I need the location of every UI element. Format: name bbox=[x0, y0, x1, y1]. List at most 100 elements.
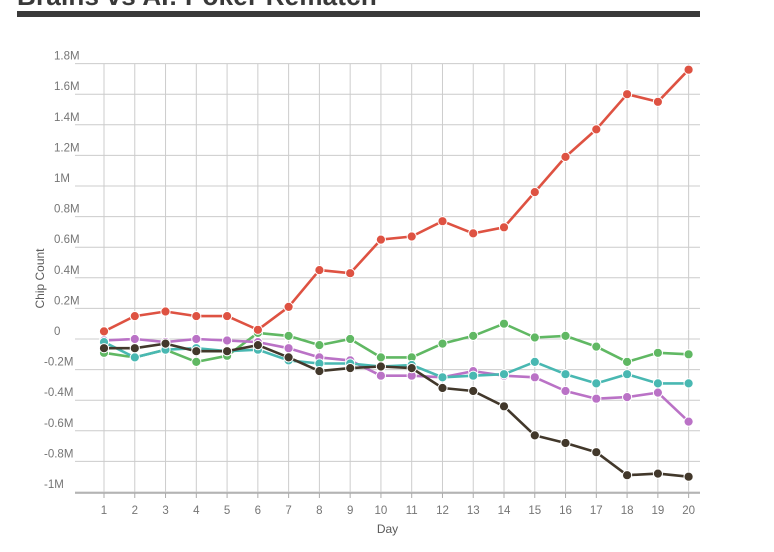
data-point-red-day15 bbox=[529, 187, 540, 198]
data-point-green-day19 bbox=[652, 347, 664, 358]
data-point-purple-day16 bbox=[560, 385, 571, 397]
y-tick-label: 0 bbox=[54, 326, 60, 338]
series-green bbox=[98, 318, 694, 367]
data-point-dark-brown-day20 bbox=[683, 471, 694, 482]
data-point-green-day20 bbox=[683, 349, 694, 360]
y-tick-label: 0.2M bbox=[54, 295, 80, 307]
data-point-green-day18 bbox=[622, 356, 633, 367]
data-point-red-day17 bbox=[591, 124, 602, 135]
y-tick-label: -0.6M bbox=[44, 418, 73, 430]
data-point-red-day9 bbox=[345, 268, 356, 279]
data-point-green-day8 bbox=[314, 340, 325, 351]
data-point-dark-brown-day1 bbox=[98, 343, 110, 354]
x-tick-label: 18 bbox=[621, 505, 634, 517]
data-point-green-day12 bbox=[437, 338, 448, 349]
data-point-teal-day15 bbox=[529, 356, 540, 367]
data-point-dark-brown-day14 bbox=[498, 401, 510, 412]
y-tick-label: -1M bbox=[44, 479, 64, 491]
data-point-teal-day19 bbox=[652, 378, 664, 389]
data-point-dark-brown-day3 bbox=[160, 338, 171, 349]
data-point-green-day9 bbox=[345, 333, 356, 345]
data-point-red-day8 bbox=[314, 265, 325, 276]
series-line-green bbox=[102, 322, 690, 364]
data-point-purple-day5 bbox=[222, 335, 233, 346]
series-line-red bbox=[102, 68, 690, 333]
series-red bbox=[98, 64, 694, 337]
data-point-dark-brown-day6 bbox=[252, 340, 263, 351]
data-point-red-day11 bbox=[406, 231, 417, 242]
data-point-dark-brown-day15 bbox=[529, 430, 540, 441]
title-clip: Brains vs AI: Poker Rematch bbox=[17, 0, 707, 9]
data-point-red-day16 bbox=[560, 151, 571, 162]
x-tick-label: 4 bbox=[193, 505, 200, 517]
data-point-red-day19 bbox=[652, 96, 664, 107]
data-point-dark-brown-day16 bbox=[560, 437, 571, 449]
data-point-purple-day4 bbox=[191, 333, 202, 345]
y-tick-label: 0.8M bbox=[54, 204, 80, 216]
data-point-dark-brown-day7 bbox=[283, 352, 294, 363]
y-tick-label: 1.6M bbox=[54, 81, 80, 93]
data-point-green-day4 bbox=[191, 356, 202, 367]
x-tick-label: 20 bbox=[682, 505, 695, 517]
data-point-green-day17 bbox=[591, 341, 602, 352]
data-point-red-day20 bbox=[683, 64, 694, 75]
data-point-red-day10 bbox=[375, 234, 386, 245]
x-tick-label: 12 bbox=[436, 505, 449, 517]
data-point-green-day13 bbox=[468, 330, 479, 341]
data-point-dark-brown-day5 bbox=[222, 346, 233, 357]
data-point-dark-brown-day10 bbox=[375, 361, 386, 372]
y-tick-label: 1.2M bbox=[54, 142, 80, 154]
data-point-dark-brown-day19 bbox=[652, 468, 664, 479]
data-point-dark-brown-day12 bbox=[437, 382, 448, 394]
data-point-purple-day17 bbox=[591, 393, 602, 404]
data-point-teal-day14 bbox=[498, 369, 510, 380]
data-point-dark-brown-day9 bbox=[345, 363, 356, 374]
x-tick-label: 17 bbox=[590, 505, 603, 517]
data-point-green-day16 bbox=[560, 330, 571, 341]
y-tick-label: -0.8M bbox=[44, 448, 73, 460]
data-point-teal-day2 bbox=[129, 352, 140, 363]
data-point-green-day10 bbox=[375, 352, 386, 363]
data-point-red-day18 bbox=[622, 89, 633, 100]
data-point-red-day4 bbox=[191, 311, 202, 322]
x-tick-label: 3 bbox=[162, 505, 168, 517]
data-point-dark-brown-day4 bbox=[191, 346, 202, 357]
series-line-teal bbox=[102, 340, 690, 385]
x-tick-label: 1 bbox=[101, 505, 107, 517]
data-point-dark-brown-day13 bbox=[468, 385, 479, 397]
x-tick-label: 13 bbox=[467, 505, 480, 517]
data-point-purple-day20 bbox=[683, 416, 694, 427]
x-tick-label: 15 bbox=[528, 505, 541, 517]
chart-title: Brains vs AI: Poker Rematch bbox=[17, 0, 707, 9]
x-tick-label: 6 bbox=[255, 505, 261, 517]
data-point-red-day14 bbox=[498, 222, 510, 233]
data-point-dark-brown-day11 bbox=[406, 363, 417, 374]
data-point-purple-day7 bbox=[283, 343, 294, 354]
data-point-purple-day18 bbox=[622, 392, 633, 403]
series-line-purple bbox=[102, 337, 690, 423]
data-point-red-day3 bbox=[160, 306, 171, 317]
data-point-red-day12 bbox=[437, 216, 448, 227]
y-tick-label: 0.6M bbox=[54, 234, 80, 246]
x-tick-label: 2 bbox=[132, 505, 138, 517]
series-dark-brown bbox=[98, 338, 694, 482]
data-point-teal-day13 bbox=[468, 370, 479, 381]
x-axis-title: Day bbox=[377, 522, 398, 536]
data-point-dark-brown-day2 bbox=[129, 343, 140, 354]
data-point-red-day2 bbox=[129, 311, 140, 322]
data-point-purple-day2 bbox=[129, 333, 140, 345]
data-point-red-day1 bbox=[98, 326, 110, 337]
y-tick-label: 0.4M bbox=[54, 265, 80, 277]
data-point-teal-day18 bbox=[622, 369, 633, 380]
data-point-teal-day16 bbox=[560, 369, 571, 380]
data-point-dark-brown-day17 bbox=[591, 447, 602, 458]
data-point-teal-day17 bbox=[591, 378, 602, 389]
data-point-red-day13 bbox=[468, 228, 479, 239]
y-tick-label: -0.4M bbox=[44, 387, 73, 399]
x-tick-label: 7 bbox=[285, 505, 291, 517]
data-point-teal-day20 bbox=[683, 378, 694, 389]
y-axis-title: Chip Count bbox=[33, 248, 47, 309]
x-tick-label: 9 bbox=[347, 505, 353, 517]
